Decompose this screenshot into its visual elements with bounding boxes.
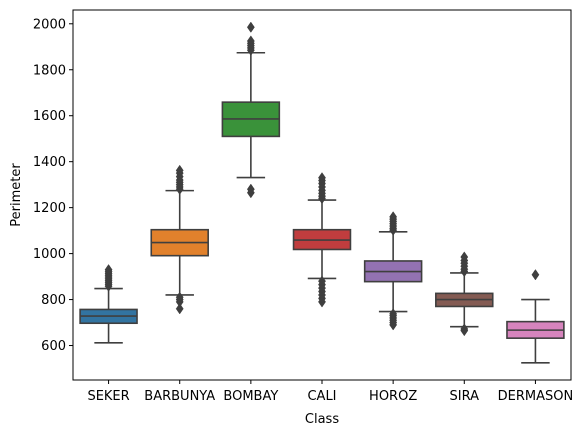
outlier-point [460,251,469,263]
y-tick-label: 1200 [33,201,66,216]
outlier-point [318,275,326,287]
y-axis-label: Perimeter [9,163,24,227]
y-tick-label: 1400 [33,155,66,170]
outlier-point [389,308,398,320]
y-tick-label: 1800 [33,63,66,78]
outlier-point [175,164,184,177]
outlier-point [175,303,184,315]
x-axis-label: Class [305,412,339,427]
box-dermason [506,269,565,364]
outlier-point [460,323,469,335]
x-tick-label: BARBUNYA [144,389,215,404]
x-tick-label: SIRA [450,389,480,404]
box-horoz [363,211,423,331]
y-tick-label: 1000 [33,247,66,262]
box-barbunya [150,164,209,315]
box-sira [435,251,494,337]
outlier-point [175,291,184,303]
y-tick-label: 2000 [33,17,66,32]
x-tick-label: DERMASON [498,389,574,404]
x-tick-label: BOMBAY [223,389,278,404]
y-tick-label: 1600 [33,109,66,124]
outlier-point [318,172,326,184]
y-tick-label: 800 [41,293,66,308]
y-tick-label: 600 [41,339,66,354]
box-bombay [221,21,281,199]
x-tick-label: SEKER [87,389,129,404]
outlier-point [389,211,398,223]
outlier-point [246,35,255,47]
x-axis: SEKER BARBUNYA BOMBAY CALI HOROZ SIRA DERMASON [87,380,573,404]
x-tick-label: CALI [307,389,336,404]
outlier-point [104,264,113,276]
box-seker [79,264,138,344]
outlier-point [246,183,255,195]
y-axis: 600 800 1000 1200 1400 1600 1800 2000 [33,17,73,354]
outlier-point [531,269,540,281]
outlier-point [246,21,255,33]
plot-frame [72,9,572,381]
x-tick-label: HOROZ [369,389,417,404]
box-cali [292,172,352,308]
boxes-layer [79,21,565,364]
